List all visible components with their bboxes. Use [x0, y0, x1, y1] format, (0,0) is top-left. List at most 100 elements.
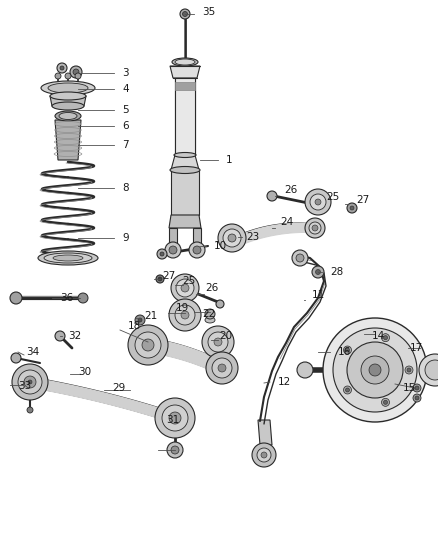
Text: 21: 21: [144, 311, 157, 321]
Circle shape: [24, 376, 36, 388]
Ellipse shape: [59, 112, 77, 119]
Circle shape: [425, 360, 438, 380]
Circle shape: [27, 407, 33, 413]
Circle shape: [156, 275, 164, 283]
Ellipse shape: [53, 255, 83, 261]
Text: 3: 3: [122, 68, 129, 78]
Circle shape: [193, 246, 201, 254]
Text: 27: 27: [162, 271, 175, 281]
Circle shape: [157, 249, 167, 259]
Circle shape: [384, 400, 388, 405]
Circle shape: [407, 368, 411, 372]
Circle shape: [252, 443, 276, 467]
Circle shape: [183, 12, 187, 17]
Circle shape: [361, 356, 389, 384]
Circle shape: [208, 332, 228, 352]
Circle shape: [415, 396, 419, 400]
Circle shape: [413, 384, 421, 392]
Text: 34: 34: [26, 347, 39, 357]
Ellipse shape: [52, 102, 84, 110]
Text: 32: 32: [68, 331, 81, 341]
Circle shape: [405, 366, 413, 374]
Circle shape: [381, 398, 389, 406]
Circle shape: [181, 284, 189, 292]
Ellipse shape: [44, 253, 92, 263]
Text: 10: 10: [214, 241, 227, 251]
Text: 28: 28: [330, 267, 343, 277]
Text: 18: 18: [128, 321, 141, 331]
Circle shape: [160, 252, 164, 256]
Polygon shape: [175, 78, 195, 155]
Circle shape: [10, 292, 22, 304]
Circle shape: [171, 274, 199, 302]
Text: 30: 30: [78, 367, 91, 377]
Ellipse shape: [172, 58, 198, 66]
Circle shape: [312, 266, 324, 278]
Text: 26: 26: [284, 185, 297, 195]
Circle shape: [216, 300, 224, 308]
Circle shape: [296, 254, 304, 262]
Bar: [175, 82, 195, 90]
Circle shape: [343, 386, 351, 394]
Circle shape: [384, 336, 388, 340]
Circle shape: [312, 225, 318, 231]
Circle shape: [369, 364, 381, 376]
Circle shape: [413, 394, 421, 402]
Circle shape: [155, 398, 195, 438]
Text: 19: 19: [176, 303, 189, 313]
Circle shape: [180, 9, 190, 19]
Text: 1: 1: [226, 155, 233, 165]
Text: 14: 14: [372, 331, 385, 341]
Ellipse shape: [41, 81, 95, 95]
Circle shape: [55, 73, 61, 79]
Circle shape: [267, 191, 277, 201]
Circle shape: [169, 246, 177, 254]
Circle shape: [333, 328, 417, 412]
Text: 5: 5: [122, 105, 129, 115]
Text: 15: 15: [403, 383, 416, 393]
Circle shape: [158, 277, 162, 281]
Circle shape: [228, 234, 236, 242]
Circle shape: [11, 353, 21, 363]
Circle shape: [257, 448, 271, 462]
Polygon shape: [55, 120, 81, 160]
Ellipse shape: [175, 59, 195, 65]
Text: 25: 25: [326, 192, 339, 202]
Polygon shape: [50, 96, 86, 106]
Text: 22: 22: [202, 309, 215, 319]
Circle shape: [18, 370, 42, 394]
Text: 26: 26: [205, 283, 218, 293]
Circle shape: [346, 388, 350, 392]
Text: 35: 35: [202, 7, 215, 17]
Circle shape: [419, 354, 438, 386]
Text: 20: 20: [219, 331, 232, 341]
Circle shape: [60, 66, 64, 70]
Polygon shape: [169, 215, 201, 228]
Polygon shape: [171, 170, 199, 215]
Circle shape: [135, 332, 161, 358]
Circle shape: [70, 66, 82, 78]
Circle shape: [55, 331, 65, 341]
Ellipse shape: [205, 317, 215, 323]
Circle shape: [297, 362, 313, 378]
Circle shape: [205, 309, 215, 319]
Circle shape: [347, 342, 403, 398]
Circle shape: [350, 206, 354, 210]
Circle shape: [202, 326, 234, 358]
Polygon shape: [169, 228, 177, 250]
Circle shape: [310, 194, 326, 210]
Circle shape: [347, 203, 357, 213]
Circle shape: [165, 242, 181, 258]
Text: 24: 24: [280, 217, 293, 227]
Circle shape: [135, 315, 145, 325]
Text: 11: 11: [312, 290, 325, 300]
Circle shape: [176, 279, 194, 297]
Text: 27: 27: [356, 195, 369, 205]
Ellipse shape: [38, 251, 98, 265]
Circle shape: [315, 270, 321, 274]
Text: 31: 31: [166, 415, 179, 425]
Circle shape: [415, 386, 419, 390]
Circle shape: [28, 380, 32, 384]
Text: 25: 25: [182, 276, 195, 286]
Text: 33: 33: [18, 381, 31, 391]
